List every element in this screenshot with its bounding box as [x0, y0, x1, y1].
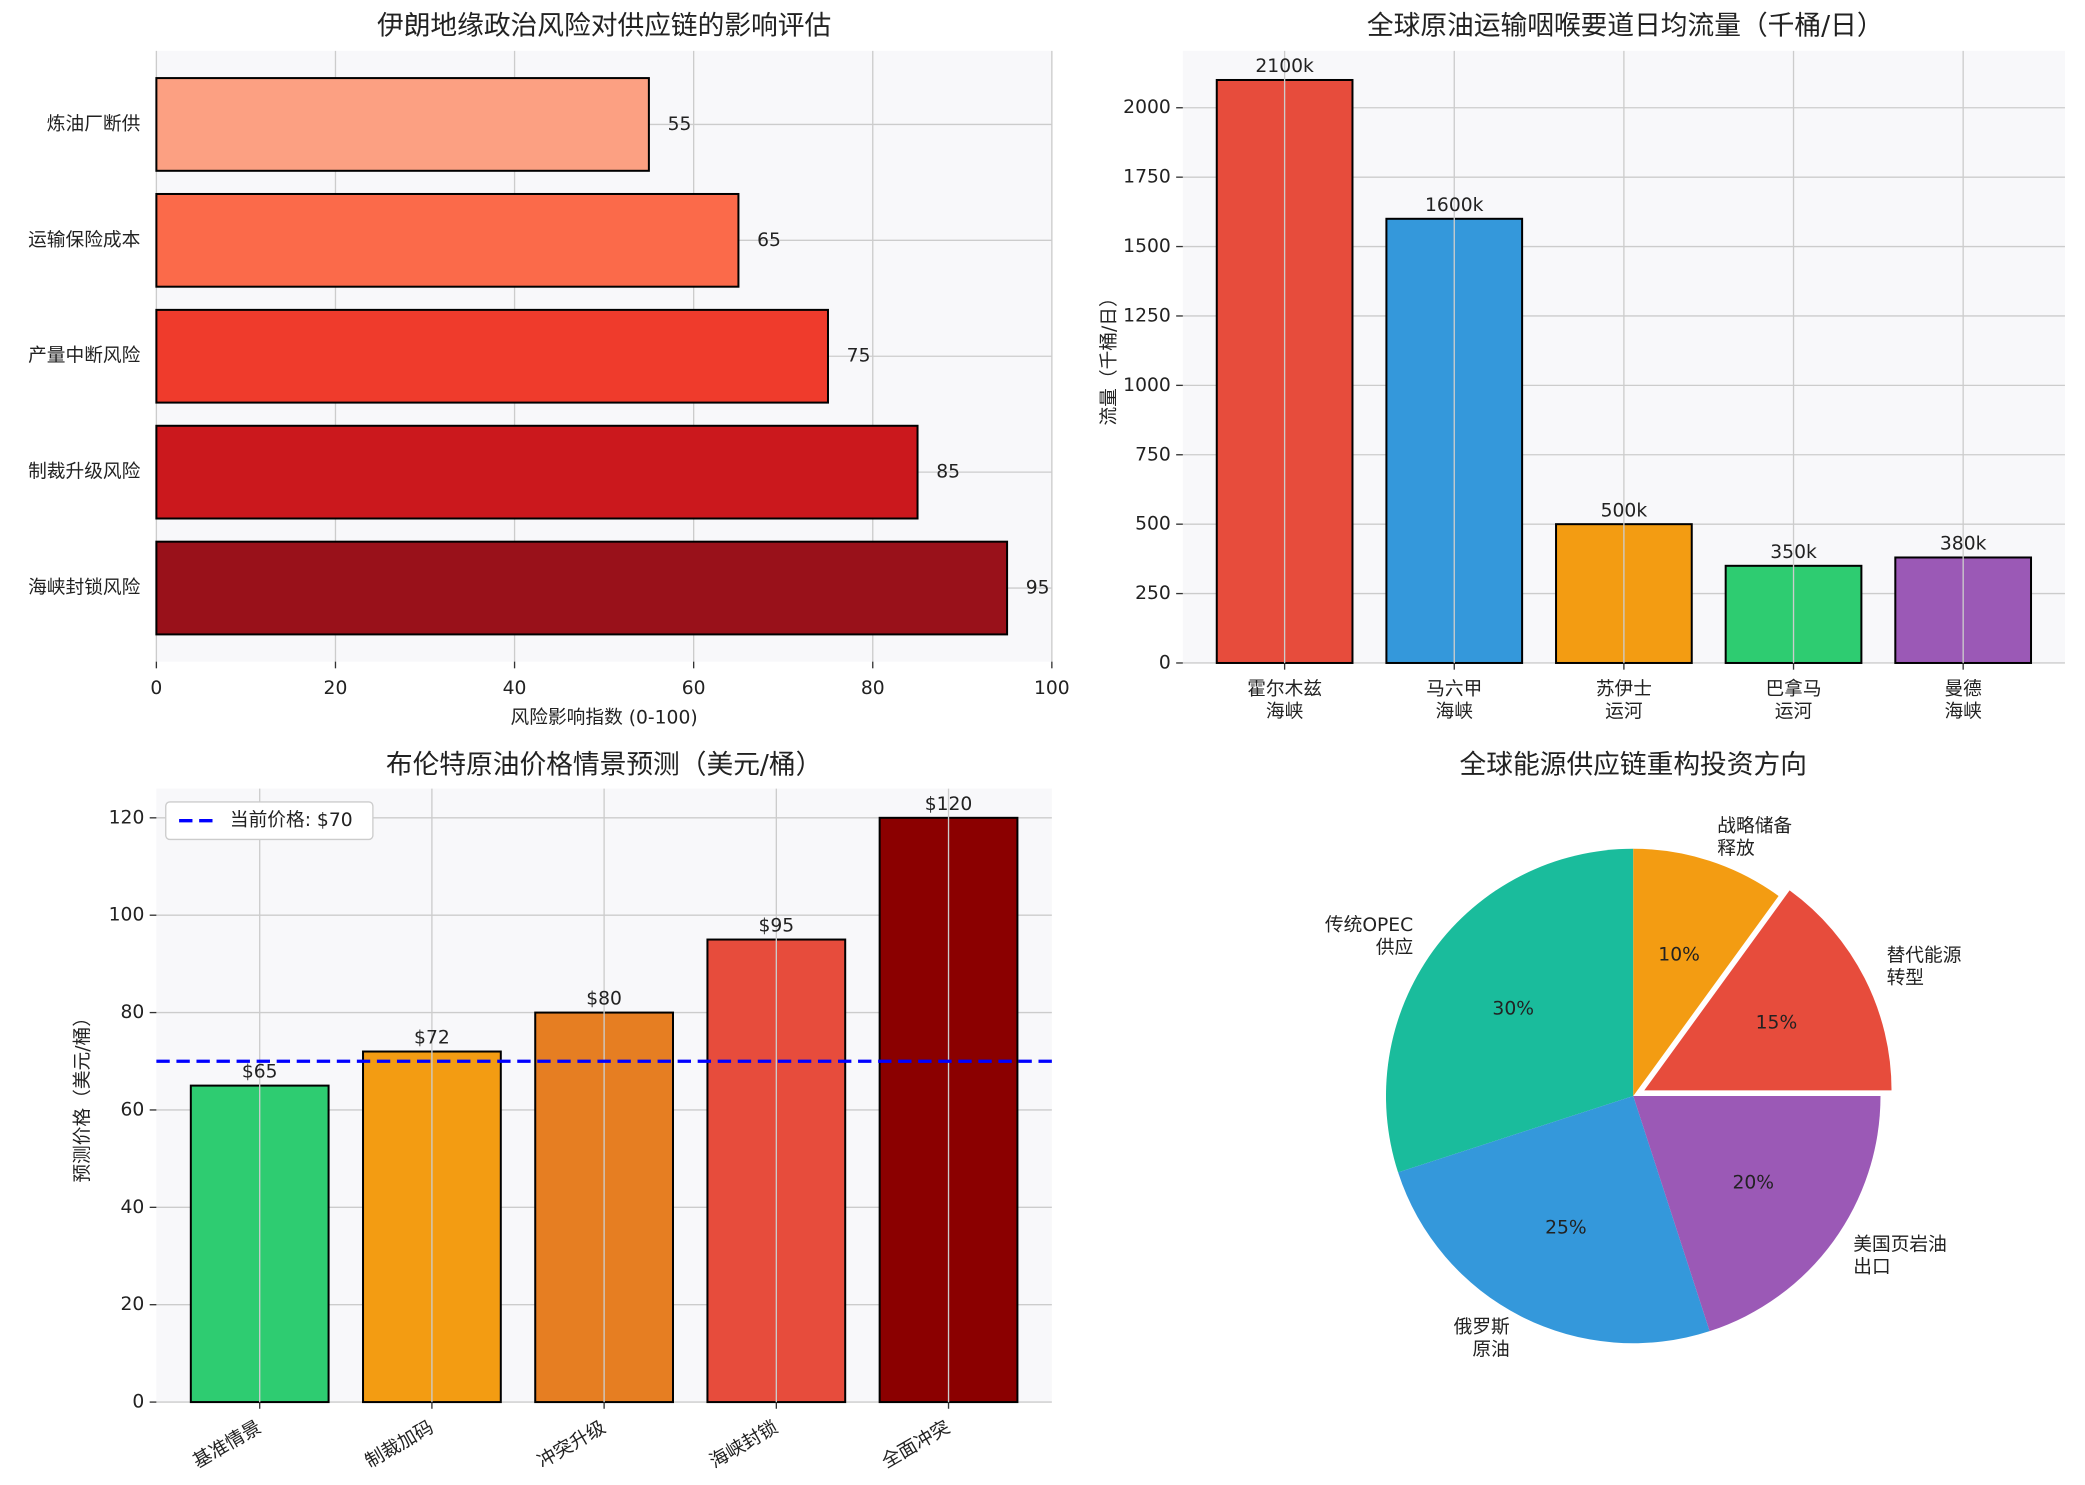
chart-title: 全球能源供应链重构投资方向	[1460, 749, 1807, 780]
x-tick-label: 制裁加码	[362, 1417, 437, 1473]
value-label: 2100k	[1255, 56, 1314, 77]
value-label: 75	[847, 346, 871, 367]
value-label: 20%	[1732, 1173, 1774, 1194]
x-tick-label: 曼德海峡	[1944, 679, 1982, 722]
y-tick-label: 80	[121, 1002, 145, 1023]
y-tick-label: 40	[121, 1197, 145, 1218]
pie-slice	[1398, 1096, 1710, 1344]
y-tick-label: 100	[109, 905, 145, 926]
y-tick-label: 500	[1135, 514, 1171, 535]
slice-label: 俄罗斯原油	[1454, 1317, 1510, 1360]
value-label: 65	[757, 230, 781, 251]
value-label: 55	[668, 114, 692, 135]
y-tick-label: 0	[1159, 652, 1171, 673]
value-label: 500k	[1601, 500, 1648, 521]
y-axis-label: 预测价格（美元/桶）	[72, 1008, 93, 1183]
x-tick-label: 海峡封锁	[706, 1417, 781, 1473]
pie-slice	[1644, 890, 1892, 1091]
value-label: $95	[758, 916, 794, 937]
x-tick-label: 100	[1034, 678, 1070, 699]
bar	[155, 77, 650, 172]
pie-slice	[1385, 848, 1634, 1173]
value-label: 350k	[1770, 542, 1817, 563]
slice-label: 美国页岩油出口	[1853, 1234, 1947, 1277]
y-tick-label: 2000	[1123, 97, 1171, 118]
y-tick-label: 制裁升级风险	[28, 462, 141, 483]
y-tick-label: 产量中断风险	[28, 346, 141, 367]
y-tick-label: 750	[1135, 444, 1171, 465]
y-tick-label: 60	[121, 1099, 145, 1120]
slice-label: 战略储备释放	[1717, 816, 1792, 859]
bar	[155, 424, 919, 520]
pie-slice	[1633, 848, 1779, 1097]
x-tick-label: 马六甲海峡	[1426, 679, 1482, 722]
x-tick-label: 全面冲突	[878, 1417, 953, 1473]
slice-label: 替代能源转型	[1887, 945, 1962, 988]
value-label: 85	[936, 462, 960, 483]
value-label: 380k	[1940, 534, 1987, 555]
legend-label: 当前价格: $70	[230, 810, 353, 831]
x-tick-label: 0	[150, 678, 162, 699]
pie-slice	[1633, 1096, 1881, 1332]
y-tick-label: 1500	[1123, 236, 1171, 257]
y-tick-label: 20	[121, 1294, 145, 1315]
x-tick-label: 80	[861, 678, 885, 699]
x-tick-label: 基准情景	[190, 1417, 265, 1473]
y-tick-label: 0	[132, 1392, 144, 1413]
value-label: $72	[414, 1028, 450, 1049]
value-label: $120	[925, 794, 973, 815]
x-tick-label: 60	[682, 678, 706, 699]
value-label: 30%	[1492, 998, 1534, 1019]
x-tick-label: 巴拿马运河	[1765, 678, 1821, 722]
x-tick-label: 苏伊士运河	[1596, 679, 1652, 722]
chart-title: 布伦特原油价格情景预测（美元/桶）	[386, 749, 823, 780]
bar	[155, 308, 829, 404]
y-tick-label: 250	[1135, 583, 1171, 604]
y-axis-label: 流量（千桶/日）	[1099, 288, 1120, 425]
value-label: 1600k	[1425, 195, 1484, 216]
x-tick-label: 冲突升级	[534, 1417, 610, 1473]
x-axis-label: 风险影响指数 (0-100)	[511, 707, 698, 728]
slice-label: 传统OPEC 供应	[1325, 914, 1413, 957]
y-tick-label: 炼油厂断供	[47, 114, 141, 135]
value-label: 15%	[1756, 1013, 1798, 1034]
bar	[155, 540, 1009, 636]
y-tick-label: 海峡封锁风险	[28, 578, 141, 599]
y-tick-label: 1250	[1123, 305, 1171, 326]
legend-box	[165, 801, 374, 841]
y-tick-label: 1000	[1123, 375, 1171, 396]
value-label: $80	[586, 989, 622, 1010]
value-label: 25%	[1545, 1218, 1587, 1239]
x-tick-label: 40	[503, 678, 527, 699]
y-tick-label: 120	[109, 807, 145, 828]
bar	[155, 192, 740, 288]
x-tick-label: 霍尔木兹海峡	[1247, 679, 1322, 722]
y-tick-label: 运输保险成本	[28, 230, 141, 251]
chart-title: 全球原油运输咽喉要道日均流量（千桶/日）	[1367, 10, 1884, 41]
value-label: 95	[1026, 578, 1050, 599]
y-tick-label: 1750	[1123, 167, 1171, 188]
chart-title: 伊朗地缘政治风险对供应链的影响评估	[377, 10, 831, 41]
value-label: 10%	[1658, 944, 1700, 965]
x-tick-label: 20	[324, 678, 348, 699]
value-label: $65	[242, 1062, 278, 1083]
